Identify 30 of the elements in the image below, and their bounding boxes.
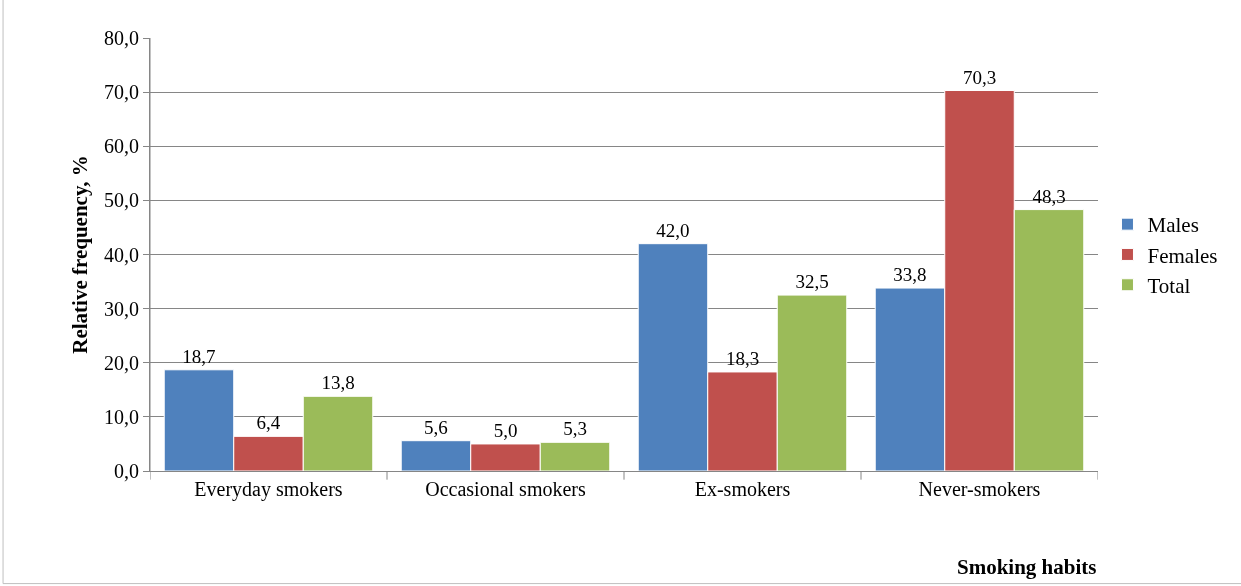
x-tick-label: Everyday smokers xyxy=(194,478,343,501)
y-tick-label: 0,0 xyxy=(114,460,139,482)
legend-label: Total xyxy=(1147,273,1191,298)
y-tick-label: 30,0 xyxy=(104,297,139,320)
data-label: 5,0 xyxy=(493,419,518,441)
data-label: 6,4 xyxy=(256,412,281,434)
y-tick-label: 40,0 xyxy=(104,243,139,266)
y-tick-label: 60,0 xyxy=(104,135,139,158)
y-tick-label: 10,0 xyxy=(104,405,139,428)
data-label: 70,3 xyxy=(962,66,997,88)
legend-label: Males xyxy=(1147,213,1199,238)
data-label: 42,0 xyxy=(656,219,690,241)
data-label: 33,8 xyxy=(893,264,927,286)
data-label: 13,8 xyxy=(321,372,355,394)
x-axis-title: Smoking habits xyxy=(957,555,1097,579)
y-tick-label: 50,0 xyxy=(104,189,139,212)
legend-label: Females xyxy=(1147,243,1218,268)
x-tick-label: Ex-smokers xyxy=(694,478,791,500)
data-label: 5,3 xyxy=(563,418,587,440)
x-tick-label: Never-smokers xyxy=(918,478,1041,500)
y-axis-title: Relative frequency, % xyxy=(68,155,93,354)
y-tick-label: 70,0 xyxy=(104,81,139,104)
data-label: 32,5 xyxy=(795,271,829,293)
data-label: 5,6 xyxy=(424,416,448,438)
data-label: 18,3 xyxy=(725,347,760,369)
y-tick-label: 80,0 xyxy=(104,27,139,49)
x-tick-label: Occasional smokers xyxy=(425,478,586,500)
data-label: 48,3 xyxy=(1032,185,1066,207)
y-tick-label: 20,0 xyxy=(104,351,139,374)
data-label: 18,7 xyxy=(182,345,216,367)
